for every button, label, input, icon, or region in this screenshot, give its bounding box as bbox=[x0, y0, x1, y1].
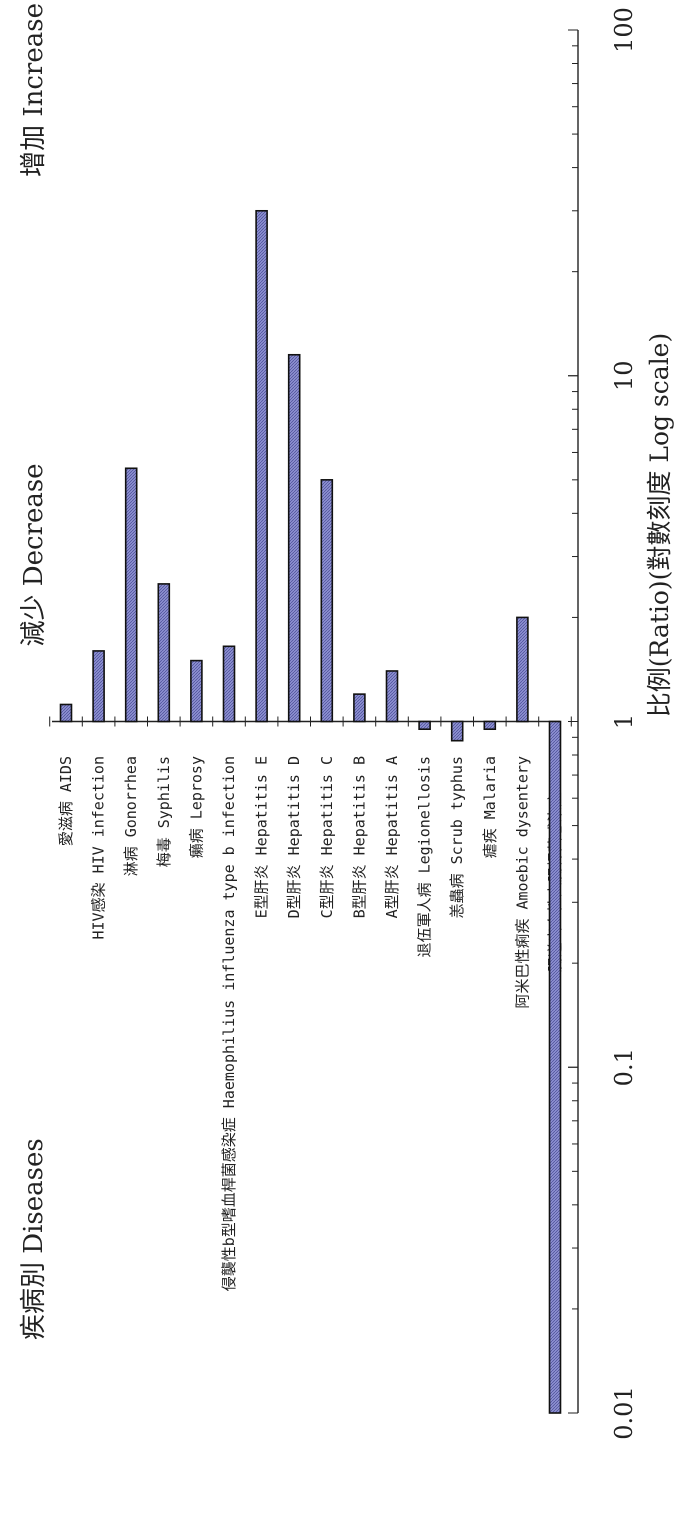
category-label: 愛滋病 AIDS bbox=[57, 756, 75, 846]
bar bbox=[157, 583, 171, 723]
category-label: D型肝炎 Hepatitis D bbox=[285, 756, 303, 918]
bar bbox=[287, 353, 301, 723]
category-label: 退伍軍人病 Legionellosis bbox=[416, 756, 434, 957]
category-label: E型肝炎 Hepatitis E bbox=[253, 756, 271, 918]
category-label: C型肝炎 Hepatitis C bbox=[318, 756, 336, 918]
bar bbox=[385, 670, 399, 723]
bar bbox=[320, 479, 334, 723]
bar bbox=[92, 650, 105, 723]
bar bbox=[255, 209, 268, 723]
chart-title-diseases: 疾病別 Diseases bbox=[19, 1138, 49, 1340]
category-label: HIV感染 HIV infection bbox=[90, 756, 108, 940]
category-label: A型肝炎 Hepatitis A bbox=[383, 756, 401, 918]
category-label: B型肝炎 Hepatitis B bbox=[350, 756, 368, 918]
value-axis-label: 比例(Ratio)(對數刻度 Log scale) bbox=[645, 333, 674, 718]
bar-layer bbox=[59, 209, 562, 1414]
category-label: 淋病 Gonorrhea bbox=[122, 756, 140, 876]
category-label: 阿米巴性痢疾 Amoebic dysentery bbox=[513, 756, 531, 1009]
value-tick-label: 0.1 bbox=[610, 1048, 638, 1086]
tick-label-layer: 0.01 0.1 1 10 100 bbox=[610, 7, 638, 1440]
category-label: 癩病 Leprosy bbox=[187, 756, 205, 858]
value-tick-label: 100 bbox=[610, 7, 638, 53]
bar bbox=[222, 645, 236, 723]
category-label: 瘧疾 Malaria bbox=[481, 756, 499, 858]
bar bbox=[483, 720, 497, 731]
category-label: 恙蟲病 Scrub typhus bbox=[448, 756, 466, 918]
bar bbox=[548, 720, 562, 1414]
bar bbox=[59, 703, 73, 723]
bar bbox=[190, 659, 203, 723]
bar bbox=[418, 720, 431, 731]
bar bbox=[516, 616, 529, 723]
increase-label: 增加 Increase bbox=[19, 3, 49, 177]
category-label: 侵襲性b型嗜血桿菌感染症 Haemophilius influenza type… bbox=[220, 756, 238, 1291]
category-label: 梅毒 Syphilis bbox=[155, 756, 173, 867]
bar bbox=[353, 693, 366, 723]
value-tick-label: 10 bbox=[610, 360, 638, 391]
value-tick-label: 0.01 bbox=[610, 1386, 638, 1439]
decrease-label: 減少 Decrease bbox=[19, 463, 49, 646]
value-tick-label: 1 bbox=[610, 714, 638, 729]
category-label-layer: 愛滋病 AIDS HIV感染 HIV infection 淋病 Gonorrhea 梅… bbox=[57, 756, 564, 1291]
bar bbox=[450, 720, 464, 742]
bar bbox=[124, 467, 138, 723]
